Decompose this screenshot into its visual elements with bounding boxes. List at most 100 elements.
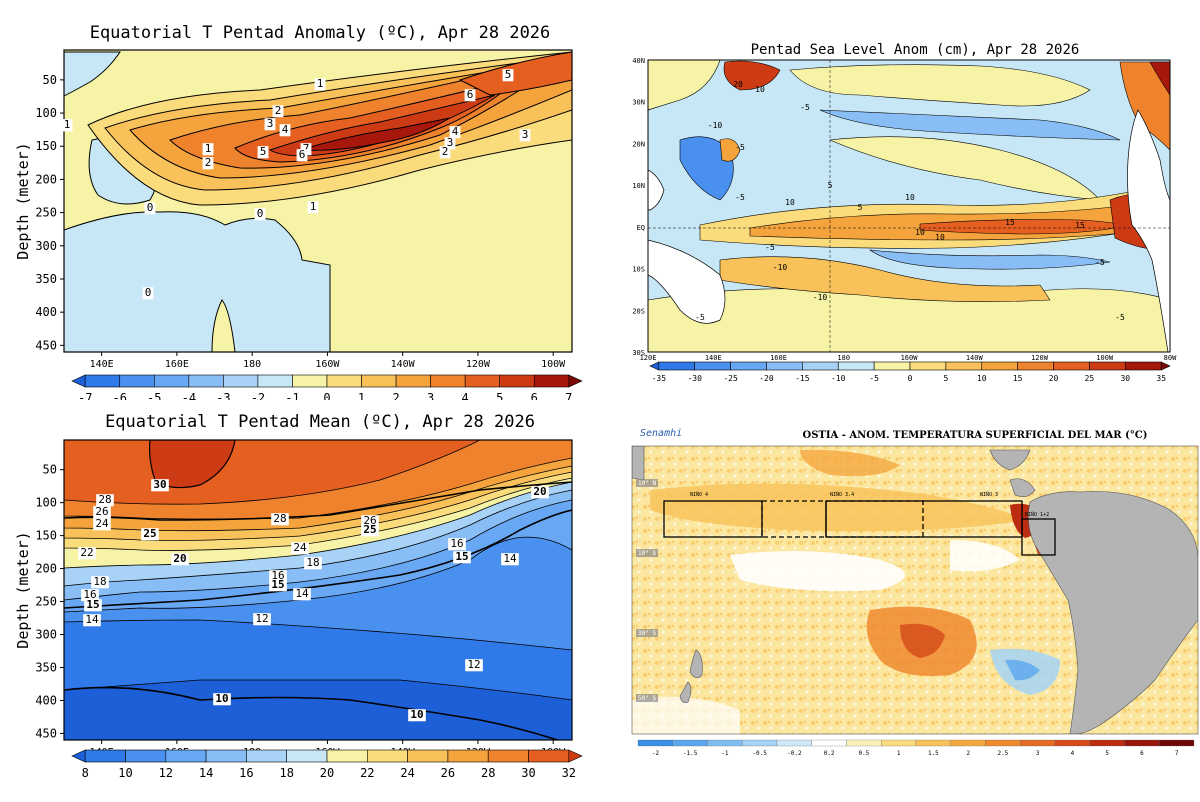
- colorbar-swatch: [499, 374, 535, 388]
- anomaly-contour-label: 5: [505, 68, 512, 81]
- y-tick-label: 350: [35, 272, 57, 286]
- colorbar-tick-label: -1: [285, 391, 299, 400]
- colorbar-tick-label: -30: [687, 374, 702, 383]
- mean-contour-label-bg: [361, 524, 379, 537]
- colorbar-tick-label: 4: [462, 391, 469, 400]
- colorbar-swatch: [84, 749, 126, 763]
- colorbar-tick-label: 28: [481, 766, 495, 780]
- ostia-colorbar-tick: 5: [1105, 750, 1109, 757]
- ostia-frame: [631, 445, 1199, 735]
- ostia-lat-label-bg: [636, 549, 658, 557]
- colorbar-swatch: [1053, 361, 1090, 371]
- anomaly-contour-label: 2: [442, 145, 449, 158]
- anomaly-contour-label: 0: [147, 201, 154, 214]
- colorbar-swatch: [981, 361, 1018, 371]
- sea-level-x-tick-label: 140E: [705, 354, 722, 362]
- mean-contour-label: 28: [273, 512, 286, 525]
- sea-level-frame: [647, 59, 1171, 353]
- anomaly-contour-label-bg: [444, 137, 456, 150]
- mean-contour-label: 25: [363, 523, 376, 536]
- y-tick-label: 150: [35, 529, 57, 543]
- colorbar-tick-label: -3: [216, 391, 230, 400]
- mean-contour-label-bg: [271, 513, 289, 526]
- sea-level-y-ticks: 40N 30N 20N 10N EQ 10S 20S 30S: [632, 57, 645, 357]
- colorbar-tick-label: -20: [759, 374, 774, 383]
- colorbar-swatch: [119, 374, 155, 388]
- anomaly-contour-label: 1: [317, 77, 324, 90]
- colorbar-swatch: [257, 374, 293, 388]
- anomaly-frame: [63, 49, 573, 353]
- anomaly-contour-label: 5: [260, 145, 267, 158]
- sea-level-contour-label: 20: [733, 80, 743, 89]
- x-tick-label: 160E: [165, 359, 189, 370]
- sea-level-contour-label: -5: [1115, 313, 1125, 322]
- mean-contour-label: 28: [98, 493, 111, 506]
- ostia-colorbar: -2 -1.5 -1 -0.5 -0.2 0.2 0.5 1 1.5 2 2.5 3 4 5 6 7: [637, 739, 1195, 757]
- sea-level-cool-eddy: [679, 136, 734, 201]
- colorbar-tick-label: -5: [869, 374, 879, 383]
- sea-level-x-tick-label: 160E: [770, 354, 787, 362]
- colorbar-swatch: [837, 361, 875, 371]
- colorbar-swatch: [694, 361, 731, 371]
- ostia-colorbar-swatch: [1124, 739, 1160, 747]
- anomaly-contour-label-bg: [519, 129, 531, 142]
- mean-panel: Equatorial T Pentad Mean (ºC), Apr 28 20…: [0, 400, 590, 798]
- colorbar-swatch: [165, 749, 207, 763]
- mean-contour-label: 18: [93, 575, 106, 588]
- mean-contour-label-bg: [269, 579, 287, 592]
- sea-level-contour-label: 5: [828, 181, 833, 190]
- mean-contour-label: 30: [153, 478, 166, 491]
- y-tick-label: 450: [35, 726, 57, 740]
- colorbar-swatch: [1089, 361, 1126, 371]
- x-tick-label: 120W: [466, 359, 491, 370]
- colorbar-tick-label: 30: [1120, 374, 1130, 383]
- mean-contour-label-bg: [291, 542, 309, 555]
- colorbar-tick-label: -7: [78, 391, 92, 400]
- ostia-lat-label: 10° S: [638, 550, 656, 557]
- colorbar-tick-label: 20: [320, 766, 334, 780]
- mean-contour-label: 22: [80, 546, 93, 559]
- colorbar-tick-label: 3: [427, 391, 434, 400]
- colorbar-tick-label: 0: [908, 374, 913, 383]
- mean-contour-label-bg: [465, 659, 483, 672]
- colorbar-tick-label: 5: [496, 391, 503, 400]
- y-tick-label: 450: [35, 338, 57, 352]
- mean-contour-label-bg: [213, 693, 231, 706]
- ostia-colorbar-swatch: [950, 739, 986, 747]
- mean-y-ticks: 50 100 150 200 250 300 350 400 450: [35, 463, 64, 740]
- ostia-colorbar-swatch: [846, 739, 882, 747]
- y-tick-label: 100: [35, 496, 57, 510]
- colorbar-swatch: [430, 374, 466, 388]
- ostia-colorbar-tick: 0.2: [824, 750, 835, 757]
- mean-contour-label: 25: [143, 527, 156, 540]
- ostia-colorbar-tick: -1: [721, 750, 729, 757]
- colorbar-swatch: [1125, 361, 1162, 371]
- mean-contour-label: 15: [86, 598, 99, 611]
- y-tick-label: 400: [35, 305, 57, 319]
- x-tick-label: 180: [243, 359, 261, 370]
- x-tick-label: 140W: [391, 359, 416, 370]
- colorbar-tick-label: 5: [943, 374, 948, 383]
- mean-contour-label: 26: [95, 505, 108, 518]
- x-tick-label: 140E: [90, 359, 114, 370]
- colorbar-swatch: [395, 374, 431, 388]
- y-tick-label: 400: [35, 693, 57, 707]
- sea-level-x-tick-label: 120W: [1031, 354, 1049, 362]
- colorbar-swatch: [84, 374, 121, 388]
- colorbar-tick-label: -6: [113, 391, 127, 400]
- sea-level-panel: Pentad Sea Level Anom (cm), Apr 28 2026: [620, 0, 1200, 400]
- ostia-colorbar-swatch: [1089, 739, 1125, 747]
- ostia-colorbar-swatch: [707, 739, 743, 747]
- colorbar-swatch: [326, 374, 362, 388]
- sea-level-contour-label: 10: [785, 198, 795, 207]
- colorbar-tick-label: 30: [521, 766, 535, 780]
- anomaly-x-ticks: 140E 160E 180 160W 140W 120W 100W: [90, 352, 566, 370]
- mean-colorbar: 8 10 12 14 16 18 20 22 24 26 28 30 32: [71, 749, 583, 780]
- colorbar-swatch: [361, 374, 397, 388]
- anomaly-cool-bottom: [64, 211, 331, 352]
- colorbar-tick-label: 26: [441, 766, 455, 780]
- colorbar-tick-label: 0: [323, 391, 330, 400]
- x-tick-label: 100W: [541, 359, 566, 370]
- y-tick-label: 200: [35, 172, 57, 186]
- mean-contour-label-bg: [171, 553, 189, 566]
